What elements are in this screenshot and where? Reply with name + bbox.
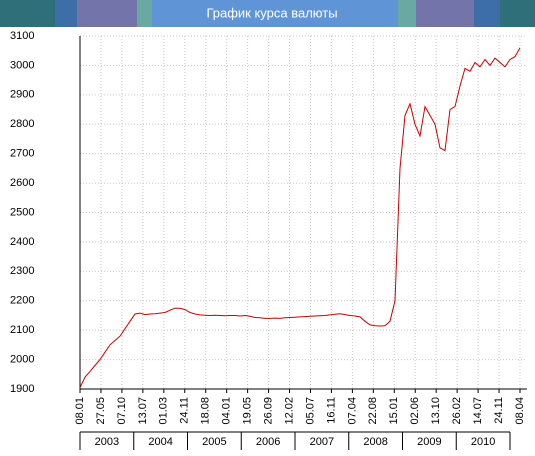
y-tick-label: 2200	[10, 295, 34, 307]
x-tick-label: 16.11	[325, 397, 337, 424]
x-tick-label: 24.11	[493, 397, 505, 424]
year-label: 2010	[471, 436, 495, 448]
x-tick-label: 07.10	[116, 397, 128, 425]
x-tick-label: 01.03	[158, 397, 170, 425]
y-tick-label: 1900	[10, 383, 34, 395]
y-tick-label: 2300	[10, 265, 34, 277]
year-label: 2009	[417, 436, 441, 448]
x-tick-label: 08.04	[514, 397, 526, 425]
year-label: 2003	[95, 436, 119, 448]
x-tick-label: 26.09	[262, 397, 274, 425]
y-tick-label: 2400	[10, 236, 34, 248]
y-tick-label: 2000	[10, 353, 34, 365]
x-tick-label: 22.08	[367, 397, 379, 425]
chart-title: График курса валюты	[206, 5, 337, 20]
x-tick-label: 05.07	[304, 397, 316, 425]
year-label: 2008	[363, 436, 387, 448]
header-bar	[0, 0, 535, 27]
year-label: 2006	[256, 436, 280, 448]
x-tick-label: 02.06	[409, 397, 421, 425]
y-tick-label: 2900	[10, 89, 34, 101]
y-tick-label: 3000	[10, 59, 34, 71]
y-tick-label: 2500	[10, 206, 34, 218]
x-tick-label: 13.10	[430, 397, 442, 425]
x-tick-label: 18.08	[200, 397, 212, 425]
year-label: 2007	[310, 436, 334, 448]
line-series	[79, 47, 521, 388]
x-tick-label: 13.07	[137, 397, 149, 425]
x-tick-label: 26.02	[451, 397, 463, 425]
x-tick-label: 14.07	[472, 397, 484, 425]
x-tick-label: 24.11	[179, 397, 191, 424]
x-tick-label: 12.02	[283, 397, 295, 425]
y-tick-label: 2600	[10, 177, 34, 189]
x-tick-label: 27.05	[95, 397, 107, 425]
y-tick-label: 2700	[10, 148, 34, 160]
y-tick-label: 2800	[10, 118, 34, 130]
year-label: 2005	[202, 436, 226, 448]
x-tick-label: 19.05	[242, 397, 254, 425]
year-label: 2004	[148, 436, 172, 448]
x-tick-label: 08.01	[74, 397, 86, 425]
y-tick-label: 3100	[10, 30, 34, 42]
x-tick-label: 07.04	[346, 397, 358, 425]
x-tick-label: 15.01	[388, 397, 400, 425]
y-tick-label: 2100	[10, 324, 34, 336]
x-tick-label: 04.01	[221, 397, 233, 425]
